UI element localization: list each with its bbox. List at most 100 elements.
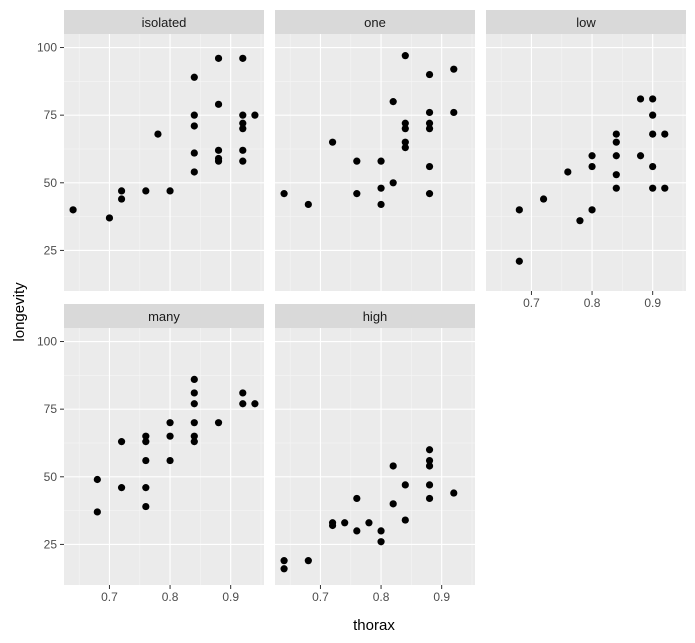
data-point <box>251 111 259 119</box>
data-point <box>425 456 434 465</box>
data-point <box>425 119 434 127</box>
data-point <box>661 184 669 192</box>
y-tick-label: 100 <box>37 335 57 349</box>
facet-strip-label: low <box>576 15 596 30</box>
facet-strip-label: isolated <box>142 15 187 30</box>
facet-strip <box>275 10 475 34</box>
data-point <box>142 438 150 446</box>
data-point <box>425 481 434 489</box>
data-point <box>190 432 198 440</box>
x-tick-label: 0.7 <box>523 296 540 310</box>
data-point <box>636 152 645 160</box>
y-axis-title: longevity <box>11 282 28 342</box>
data-point <box>450 489 458 497</box>
data-point <box>280 190 288 198</box>
data-point <box>214 146 223 154</box>
data-point <box>166 456 174 465</box>
data-point <box>93 508 101 516</box>
data-point <box>117 484 126 492</box>
x-tick-label: 0.7 <box>312 590 329 604</box>
data-point <box>401 119 409 127</box>
data-point <box>93 475 101 484</box>
data-point <box>117 438 126 446</box>
data-point <box>377 184 385 192</box>
data-point <box>425 162 434 171</box>
data-point <box>564 168 572 176</box>
data-point <box>425 125 434 133</box>
data-point <box>353 527 361 535</box>
data-point <box>190 149 198 157</box>
panel-background <box>64 328 264 585</box>
data-point <box>341 519 349 527</box>
data-point <box>328 138 337 146</box>
data-point <box>353 157 361 165</box>
data-point <box>401 481 409 489</box>
data-point <box>190 400 198 408</box>
data-point <box>239 146 247 154</box>
y-tick-label: 100 <box>37 41 57 55</box>
data-point <box>365 519 373 527</box>
data-point <box>612 184 620 192</box>
data-point <box>239 400 247 408</box>
data-point <box>649 111 657 119</box>
data-point <box>190 419 198 427</box>
facet-many: many 25 50 75 100 0.7 0.8 0.9 <box>37 304 264 604</box>
data-point <box>649 184 657 192</box>
data-point <box>142 456 150 465</box>
data-point <box>353 494 361 503</box>
y-tick-label: 25 <box>44 537 58 551</box>
data-point <box>649 130 657 138</box>
data-point <box>190 168 198 176</box>
x-axis-title: thorax <box>353 617 395 634</box>
data-point <box>389 179 397 187</box>
x-tick-label: 0.8 <box>162 590 179 604</box>
data-point <box>425 70 434 79</box>
data-point <box>142 432 150 440</box>
facet-isolated: isolated 25 50 75 100 <box>37 10 264 291</box>
data-point <box>117 187 126 195</box>
data-point <box>377 200 385 209</box>
data-point <box>304 200 312 209</box>
data-point <box>280 565 288 573</box>
facet-strip-label: high <box>363 309 388 324</box>
data-point <box>239 119 247 127</box>
data-point <box>280 557 288 565</box>
y-tick-label: 50 <box>44 176 58 190</box>
data-point <box>425 462 434 470</box>
x-tick-label: 0.9 <box>433 590 450 604</box>
data-point <box>588 206 596 214</box>
panel-background <box>275 34 475 291</box>
data-point <box>190 389 198 397</box>
data-point <box>450 108 458 117</box>
data-point <box>401 516 409 524</box>
data-point <box>239 389 247 397</box>
facet-one: one <box>275 10 475 291</box>
data-point <box>425 190 434 198</box>
data-point <box>576 217 584 225</box>
facet-strip <box>486 10 686 34</box>
data-point <box>251 400 259 408</box>
facet-strip <box>64 304 264 328</box>
data-point <box>425 446 434 454</box>
data-point <box>142 484 150 492</box>
data-point <box>425 494 434 503</box>
data-point <box>214 100 223 108</box>
data-point <box>239 125 247 133</box>
facet-strip <box>64 10 264 34</box>
data-point <box>377 538 385 546</box>
data-point <box>515 257 523 265</box>
data-point <box>389 98 397 106</box>
data-point <box>612 130 620 138</box>
data-point <box>649 162 657 171</box>
data-point <box>190 111 198 119</box>
data-point <box>214 157 223 165</box>
facet-high: high 0.7 0.8 0.9 <box>275 304 475 604</box>
panel-background <box>486 34 686 291</box>
data-point <box>190 73 198 81</box>
facet-panels: isolated 25 50 75 100 one low 0.7 0.8 0.9 many 25 50… <box>37 10 686 604</box>
data-point <box>401 144 409 152</box>
data-point <box>166 432 174 440</box>
x-tick-label: 0.7 <box>101 590 118 604</box>
data-point <box>661 130 669 138</box>
